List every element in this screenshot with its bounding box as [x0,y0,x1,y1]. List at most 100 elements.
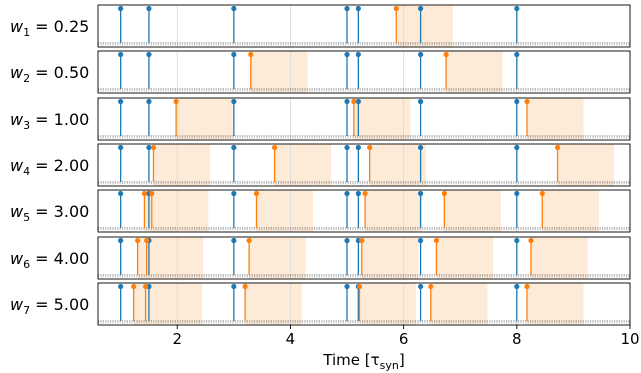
input-spike-marker [118,283,124,290]
output-spike-marker [433,237,440,244]
input-spike-marker [146,51,152,58]
panel-frame [97,4,631,48]
output-windows [144,190,599,232]
output-spike-marker [359,237,365,244]
output-window [542,190,599,232]
row-label: w6 = 4.00 [10,249,89,271]
row-label: w1 = 0.25 [10,17,89,39]
input-spike-marker [231,98,237,105]
output-window [153,144,211,186]
output-spike-marker [528,237,534,244]
output-spike-marker [246,237,252,244]
input-spike-marker [355,190,361,197]
output-spike-marker [554,144,561,151]
input-spike-marker [514,51,520,58]
input-spike-marker [344,5,350,12]
input-spike-marker [514,144,520,151]
output-window [361,237,419,279]
input-spike-marker [118,5,124,12]
panel-frame [97,282,631,326]
input-spike-marker [514,237,520,244]
input-spike-marker [231,237,237,244]
input-spike-marker [417,51,424,58]
input-spike-marker [514,5,520,12]
panel-w1: w1 = 0.25 [10,4,631,48]
output-spike-marker [524,283,530,290]
input-spike-marker [118,144,124,151]
x-tick-label: 4 [286,330,296,348]
input-spike-marker [118,51,124,58]
output-spike-marker [539,190,545,197]
output-window [396,5,453,47]
output-spike-marker [142,283,149,290]
panel-frame [97,236,631,280]
output-window [444,190,501,232]
x-tick-label: 8 [512,330,522,348]
input-spike-marker [344,144,350,151]
output-window [530,237,588,279]
output-spike-marker [242,283,248,290]
output-spike-marker [351,98,357,105]
input-spike-marker [118,190,124,197]
input-spike-marker [417,144,424,151]
output-spike-marker [144,237,150,244]
output-window [446,51,503,93]
input-spike-marker [514,283,520,290]
input-spike-marker [344,190,350,197]
x-tick-label: 2 [172,330,182,348]
output-spike-marker [356,283,363,290]
output-spike-marker [428,283,434,290]
row-label: w4 = 2.00 [10,156,89,178]
panel-w7: w7 = 5.00 [10,282,631,326]
output-window [256,190,314,232]
output-window [436,237,494,279]
output-window [359,283,417,325]
row-label: w3 = 1.00 [10,110,89,132]
output-spike-marker [135,237,141,244]
output-windows [176,98,584,140]
output-windows [137,237,588,279]
input-spike-marker [355,51,361,58]
panel-w3: w3 = 1.00 [10,97,631,141]
output-windows [153,144,615,186]
output-windows [250,51,503,93]
input-spike-marker [146,144,152,151]
panel-w5: w5 = 3.00 [10,189,631,233]
input-spike-marker [344,283,350,290]
input-spike-marker [355,5,361,12]
panel-frame [97,189,631,233]
output-spike-marker [362,190,368,197]
output-spike-marker [441,190,447,197]
output-window [526,98,584,140]
input-spike-marker [417,5,424,12]
output-window [151,190,209,232]
output-window [353,98,411,140]
input-spike-marker [344,98,350,105]
x-axis-label: Time [τsyn] [322,351,404,372]
output-spike-marker [248,51,254,58]
input-spike-marker [118,98,124,105]
output-window [557,144,615,186]
output-window [176,98,233,140]
row-label: w5 = 3.00 [10,202,89,224]
output-windows [133,283,584,325]
input-spike-marker [417,283,424,290]
row-label: w7 = 5.00 [10,295,89,317]
output-window [245,283,302,325]
output-spike-marker [141,190,148,197]
panels: w1 = 0.25 w2 = 0.50 w3 = 1.00 w4 = 2.00 w5 =… [10,4,631,326]
input-spike-marker [231,144,237,151]
input-spike-marker [231,190,237,197]
input-spike-marker [344,237,350,244]
input-spike-marker [231,51,237,58]
output-window [146,237,204,279]
panel-frame [97,50,631,94]
output-spike-marker [150,144,157,151]
output-spike-marker [393,5,399,12]
input-spike-marker [344,51,350,58]
output-spike-marker [443,51,449,58]
x-axis: 2 4 6 8 10 [172,325,640,348]
output-window [145,283,203,325]
output-window [430,283,488,325]
